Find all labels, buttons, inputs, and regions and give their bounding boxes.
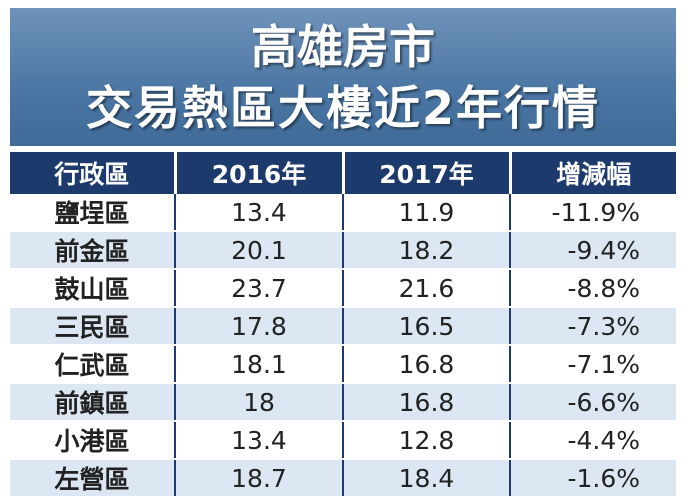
value-cell: 20.1 <box>174 231 343 270</box>
value-cell: 17.8 <box>174 307 343 346</box>
table-row: 前鎮區 18 16.8 -6.6% <box>10 383 676 422</box>
value-cell: -1.6% <box>509 459 676 498</box>
value-cell: -6.6% <box>509 383 676 422</box>
title-line: 交易熱區大樓近2年行情 <box>85 81 600 135</box>
value-cell: -11.9% <box>509 194 676 232</box>
table-row: 鼓山區 23.7 21.6 -8.8% <box>10 269 676 308</box>
price-table: 行政區 2016年 2017年 增減幅 鹽埕區 13.4 11.9 -11.9% 前金區 20.… <box>10 152 676 498</box>
header-row: 行政區 2016年 2017年 增減幅 <box>10 152 676 194</box>
district-cell: 仁武區 <box>10 345 175 384</box>
column-header: 2017年 <box>341 152 510 194</box>
value-cell: 16.5 <box>342 307 510 346</box>
district-cell: 前金區 <box>10 231 175 270</box>
district-cell: 鼓山區 <box>10 269 175 308</box>
table-row: 三民區 17.8 16.5 -7.3% <box>10 307 676 346</box>
value-cell: 18.7 <box>174 459 343 498</box>
district-cell: 鹽埕區 <box>10 194 175 232</box>
district-cell: 前鎮區 <box>10 383 175 422</box>
value-cell: 16.8 <box>342 345 510 384</box>
value-cell: 13.4 <box>174 194 343 232</box>
title-banner: 高雄房市 交易熱區大樓近2年行情 <box>10 8 676 146</box>
district-cell: 小港區 <box>10 421 175 460</box>
table-row: 左營區 18.7 18.4 -1.6% <box>10 459 676 498</box>
value-cell: -7.1% <box>509 345 676 384</box>
table-row: 仁武區 18.1 16.8 -7.1% <box>10 345 676 384</box>
district-cell: 三民區 <box>10 307 175 346</box>
title-line: 高雄房市 <box>251 20 435 74</box>
value-cell: 18.2 <box>342 231 510 270</box>
value-cell: 18.4 <box>342 459 510 498</box>
value-cell: -7.3% <box>509 307 676 346</box>
value-cell: 23.7 <box>174 269 343 308</box>
value-cell: -4.4% <box>509 421 676 460</box>
value-cell: 13.4 <box>174 421 343 460</box>
column-header: 增減幅 <box>508 152 676 194</box>
value-cell: 18.1 <box>174 345 343 384</box>
value-cell: -8.8% <box>509 269 676 308</box>
value-cell: 21.6 <box>342 269 510 308</box>
table-row: 前金區 20.1 18.2 -9.4% <box>10 231 676 270</box>
value-cell: -9.4% <box>509 231 676 270</box>
column-header: 2016年 <box>173 152 343 194</box>
value-cell: 16.8 <box>342 383 510 422</box>
column-header: 行政區 <box>10 152 175 194</box>
table-row: 小港區 13.4 12.8 -4.4% <box>10 421 676 460</box>
value-cell: 18 <box>174 383 343 422</box>
value-cell: 11.9 <box>342 194 510 232</box>
value-cell: 12.8 <box>342 421 510 460</box>
district-cell: 左營區 <box>10 459 175 498</box>
table-row: 鹽埕區 13.4 11.9 -11.9% <box>10 194 676 232</box>
